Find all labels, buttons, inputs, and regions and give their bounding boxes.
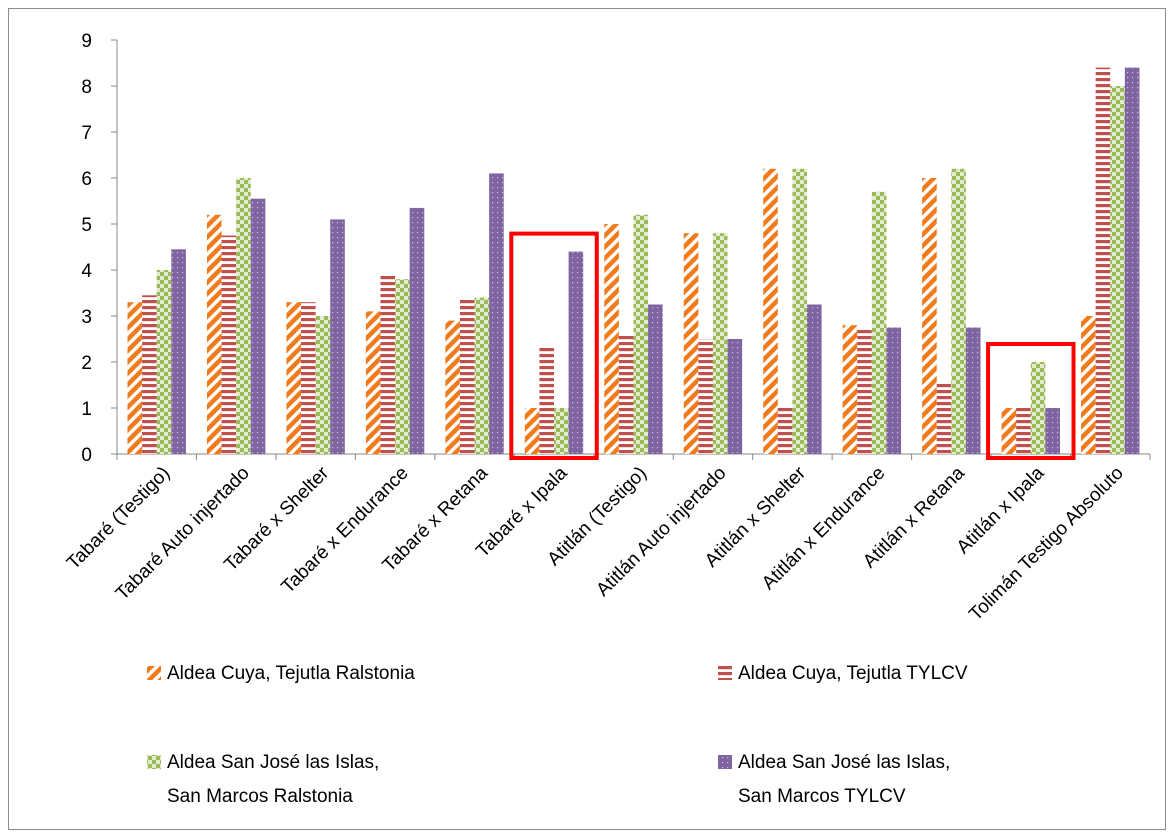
bar-series-3 xyxy=(951,168,966,455)
bar-series-4 xyxy=(806,304,822,454)
bar-series-3 xyxy=(156,270,172,454)
bar-series-2 xyxy=(1095,67,1111,454)
x-category-label: Tolimán Testigo Absoluto xyxy=(965,463,1127,625)
highlight-box xyxy=(509,231,599,460)
y-tick-label: 0 xyxy=(81,445,92,466)
bar-series-1 xyxy=(683,233,699,454)
bar-series-1 xyxy=(524,408,540,454)
bar-series-4 xyxy=(727,339,743,454)
legend-item: Aldea San José las Islas, San Marcos Rals… xyxy=(147,752,379,807)
bar-series-2 xyxy=(221,235,237,454)
bar-series-1 xyxy=(842,325,858,454)
bar-series-4 xyxy=(1045,408,1060,454)
legend-item: Aldea Cuya, Tejutla Ralstonia xyxy=(147,663,415,684)
bar-series-3 xyxy=(554,408,569,454)
legend-label: Aldea San José las Islas, xyxy=(167,752,379,773)
bar-series-4 xyxy=(568,251,584,454)
bar-series-3 xyxy=(633,214,649,454)
bar-series-3 xyxy=(395,279,410,454)
y-tick-label: 9 xyxy=(81,31,92,52)
legend-label: Aldea San José las Islas, xyxy=(738,752,950,773)
bar-series-4 xyxy=(1124,67,1140,454)
bar-series-1 xyxy=(127,302,143,454)
bar-series-1 xyxy=(365,311,381,454)
bar-series-3 xyxy=(236,178,251,454)
bar-series-3 xyxy=(871,191,887,455)
legend-swatch xyxy=(718,666,732,680)
y-tick-label: 3 xyxy=(81,307,92,328)
y-tick-label: 4 xyxy=(81,261,92,282)
bar-series-1 xyxy=(206,214,222,454)
bar-series-3 xyxy=(1030,362,1046,454)
bar-series-3 xyxy=(712,233,728,454)
bar-series-3 xyxy=(315,316,331,454)
bar-series-2 xyxy=(1016,408,1031,454)
y-tick-label: 6 xyxy=(81,169,92,190)
highlight-box xyxy=(986,342,1076,460)
y-tick-label: 8 xyxy=(81,77,92,98)
legend-item: Aldea Cuya, Tejutla TYLCV xyxy=(718,663,968,684)
bar-series-3 xyxy=(1110,86,1125,454)
legend-swatch xyxy=(147,666,161,680)
y-tick-label: 1 xyxy=(81,399,92,420)
bar-series-2 xyxy=(698,339,713,454)
bar-series-1 xyxy=(604,224,619,454)
x-category-label: Atitlán Auto injertado xyxy=(592,463,730,601)
bar-series-2 xyxy=(936,382,952,454)
bar-series-2 xyxy=(777,408,793,454)
bar-series-1 xyxy=(922,178,937,454)
legend-label: San Marcos TYLCV xyxy=(738,786,906,807)
bar-series-1 xyxy=(1081,316,1096,454)
bar-series-4 xyxy=(886,327,902,454)
bar-series-2 xyxy=(459,299,475,454)
bar-series-4 xyxy=(409,207,425,454)
bar-series-4 xyxy=(489,173,504,454)
bar-series-1 xyxy=(763,168,778,455)
bar-series-2 xyxy=(618,334,634,454)
y-tick-label: 7 xyxy=(81,123,92,144)
bar-series-3 xyxy=(474,297,490,454)
bar-series-3 xyxy=(792,168,807,455)
bar-series-4 xyxy=(330,219,345,454)
bar-series-2 xyxy=(301,302,316,454)
bar-series-1 xyxy=(445,320,460,454)
bar-series-1 xyxy=(1001,408,1017,454)
legend-swatch xyxy=(718,755,732,769)
bar-series-4 xyxy=(171,249,186,454)
legend-item: Aldea San José las Islas, San Marcos TYLC… xyxy=(718,752,950,807)
bar-series-2 xyxy=(539,345,555,454)
legend-label: Aldea Cuya, Tejutla Ralstonia xyxy=(167,663,415,684)
bar-series-2 xyxy=(142,295,157,454)
legend-label: Aldea Cuya, Tejutla TYLCV xyxy=(738,663,968,684)
y-tick-label: 2 xyxy=(81,353,92,374)
legend-swatch xyxy=(147,755,161,769)
bar-series-1 xyxy=(286,302,302,454)
bar-series-4 xyxy=(648,304,663,454)
bar-series-2 xyxy=(380,274,396,454)
bar-series-2 xyxy=(857,329,872,454)
bar-series-4 xyxy=(965,327,981,454)
bar-series-4 xyxy=(250,198,266,454)
x-category-label: Tabaré Auto injertado xyxy=(112,463,254,605)
legend-label: San Marcos Ralstonia xyxy=(167,786,353,807)
y-tick-label: 5 xyxy=(81,215,92,236)
